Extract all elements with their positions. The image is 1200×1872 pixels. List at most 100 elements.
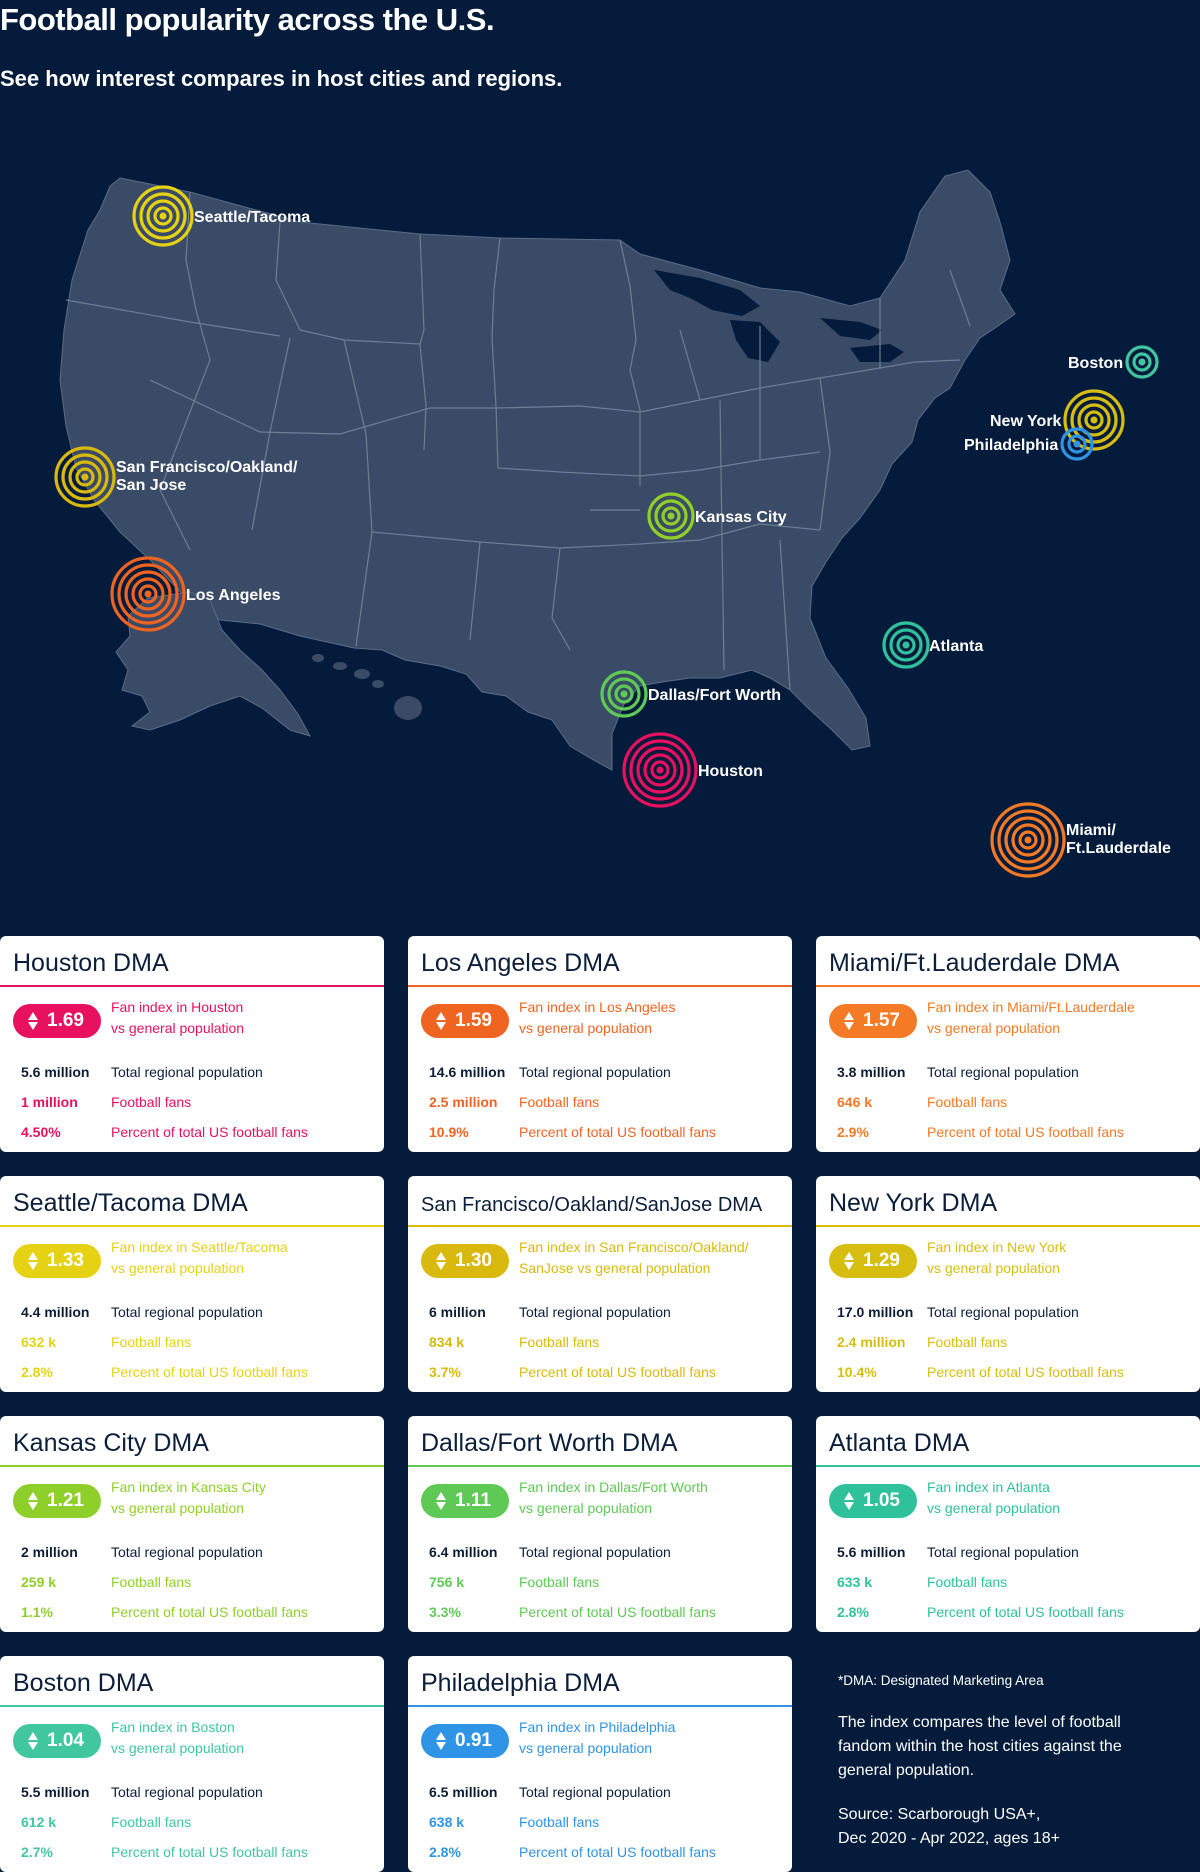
- population-value: 6.5 million: [429, 1784, 498, 1800]
- card-title: New York DMA: [829, 1189, 998, 1217]
- fan-index-line-1: Fan index in Kansas City: [111, 1479, 266, 1495]
- dma-card-philadelphia: Philadelphia DMA 0.91 Fan index in Phila…: [408, 1656, 792, 1872]
- great-lakes: [654, 270, 904, 362]
- dma-card-san-francisco: San Francisco/Oakland/SanJose DMA 1.30 F…: [408, 1176, 792, 1392]
- percent-label: Percent of total US football fans: [111, 1364, 308, 1380]
- marker-kansas-city: Kansas City: [647, 492, 787, 540]
- marker-new-york: New York: [990, 389, 1125, 451]
- fan-index-description: Fan index in Kansas City vs general popu…: [111, 1477, 379, 1519]
- fan-index-line-1: Fan index in San Francisco/Oakland/: [519, 1239, 749, 1255]
- fan-index-description: Fan index in Dallas/Fort Worth vs genera…: [519, 1477, 787, 1519]
- fans-label: Football fans: [111, 1094, 192, 1110]
- percent-label: Percent of total US football fans: [927, 1604, 1124, 1620]
- dma-footnote: *DMA: Designated Marketing Area: [838, 1673, 1044, 1688]
- up-down-arrows-icon: [436, 1252, 446, 1270]
- percent-value: 3.3%: [429, 1604, 461, 1620]
- map-label-philadelphia: Philadelphia: [964, 437, 1058, 454]
- fans-label: Football fans: [111, 1574, 192, 1590]
- fan-index-badge: 1.59: [421, 1004, 509, 1038]
- card-divider: [408, 1705, 792, 1707]
- dma-card-new-york: New York DMA 1.29 Fan index in New York …: [816, 1176, 1200, 1392]
- population-label: Total regional population: [927, 1064, 1079, 1080]
- map-label-seattle: Seattle/Tacoma: [194, 209, 310, 226]
- percent-label: Percent of total US football fans: [111, 1844, 308, 1860]
- page-title: Football popularity across the U.S.: [0, 2, 495, 37]
- fan-index-line-1: Fan index in Seattle/Tacoma: [111, 1239, 288, 1255]
- fan-index-value: 1.11: [455, 1490, 491, 1511]
- population-value: 5.6 million: [21, 1064, 90, 1080]
- population-value: 14.6 million: [429, 1064, 506, 1080]
- map-label-boston: Boston: [1068, 355, 1123, 372]
- marker-dallas: Dallas/Fort Worth: [600, 670, 781, 718]
- fan-index-description: Fan index in San Francisco/Oakland/ SanJ…: [519, 1237, 787, 1279]
- marker-houston: Houston: [622, 732, 763, 808]
- fan-index-value: 1.57: [863, 1010, 900, 1031]
- fan-index-line-2: vs general population: [519, 1020, 653, 1036]
- map-label-los-angeles: Los Angeles: [186, 587, 281, 604]
- fan-index-badge: 1.21: [13, 1484, 101, 1518]
- fan-index-description: Fan index in Seattle/Tacoma vs general p…: [111, 1237, 379, 1279]
- fan-index-badge: 1.05: [829, 1484, 917, 1518]
- map-label-kansas-city: Kansas City: [695, 509, 787, 526]
- fan-index-line-2: vs general population: [927, 1500, 1061, 1516]
- marker-miami: Miami/Ft.Lauderdale: [990, 802, 1171, 878]
- percent-value: 1.1%: [21, 1604, 53, 1620]
- source-line-2: Dec 2020 - Apr 2022, ages 18+: [838, 1830, 1060, 1847]
- population-label: Total regional population: [519, 1784, 671, 1800]
- fans-label: Football fans: [927, 1334, 1008, 1350]
- map-label-miami: Miami/: [1066, 822, 1116, 839]
- map-land: [59, 169, 1016, 771]
- percent-value: 10.4%: [837, 1364, 877, 1380]
- page-subtitle: See how interest compares in host cities…: [0, 66, 563, 91]
- percent-value: 4.50%: [21, 1124, 61, 1140]
- fan-index-badge: 1.69: [13, 1004, 101, 1038]
- card-title: Philadelphia DMA: [421, 1669, 620, 1697]
- up-down-arrows-icon: [28, 1252, 38, 1270]
- card-title: Miami/Ft.Lauderdale DMA: [829, 949, 1120, 977]
- fan-index-line-2: vs general population: [111, 1260, 245, 1276]
- card-title: Houston DMA: [13, 949, 169, 977]
- fan-index-badge: 0.91: [421, 1724, 509, 1758]
- map-markers: Seattle/Tacoma San Francisco/Oakland/San …: [54, 185, 1171, 878]
- dma-card-miami: Miami/Ft.Lauderdale DMA 1.57 Fan index i…: [816, 936, 1200, 1152]
- fans-value: 1 million: [21, 1094, 78, 1110]
- dma-card-boston: Boston DMA 1.04 Fan index in Boston vs g…: [0, 1656, 384, 1872]
- marker-philadelphia: Philadelphia: [964, 427, 1094, 461]
- fans-label: Football fans: [519, 1814, 600, 1830]
- card-divider: [0, 1225, 384, 1227]
- percent-label: Percent of total US football fans: [927, 1364, 1124, 1380]
- card-divider: [0, 1705, 384, 1707]
- up-down-arrows-icon: [28, 1492, 38, 1510]
- card-divider: [408, 1225, 792, 1227]
- up-down-arrows-icon: [844, 1252, 854, 1270]
- fan-index-badge: 1.33: [13, 1244, 101, 1278]
- population-value: 4.4 million: [21, 1304, 90, 1320]
- fan-index-line-2: vs general population: [927, 1020, 1061, 1036]
- fans-label: Football fans: [927, 1094, 1008, 1110]
- population-value: 5.6 million: [837, 1544, 906, 1560]
- fan-index-description: Fan index in Miami/Ft.Lauderdale vs gene…: [927, 997, 1195, 1039]
- percent-value: 2.8%: [21, 1364, 53, 1380]
- fans-value: 632 k: [21, 1334, 57, 1350]
- card-divider: [816, 985, 1200, 987]
- fan-index-line-2: vs general population: [111, 1740, 245, 1756]
- fan-index-line-2: vs general population: [519, 1500, 653, 1516]
- fan-index-line-2: vs general population: [111, 1020, 245, 1036]
- fan-index-line-2: vs general population: [927, 1260, 1061, 1276]
- population-label: Total regional population: [111, 1784, 263, 1800]
- fan-index-line-2: vs general population: [519, 1740, 653, 1756]
- fan-index-line-1: Fan index in New York: [927, 1239, 1067, 1255]
- fan-index-value: 1.05: [863, 1490, 900, 1511]
- fans-value: 756 k: [429, 1574, 465, 1590]
- fans-value: 646 k: [837, 1094, 873, 1110]
- us-map: Seattle/Tacoma San Francisco/Oakland/San …: [54, 169, 1171, 878]
- fan-index-description: Fan index in Philadelphia vs general pop…: [519, 1717, 787, 1759]
- hawaii-shape: [312, 654, 422, 720]
- up-down-arrows-icon: [436, 1732, 446, 1750]
- map-label-san-francisco: San Jose: [116, 477, 186, 494]
- percent-value: 2.8%: [837, 1604, 869, 1620]
- fan-index-line-1: Fan index in Los Angeles: [519, 999, 676, 1015]
- population-label: Total regional population: [519, 1064, 671, 1080]
- percent-value: 10.9%: [429, 1124, 469, 1140]
- card-title: Boston DMA: [13, 1669, 154, 1697]
